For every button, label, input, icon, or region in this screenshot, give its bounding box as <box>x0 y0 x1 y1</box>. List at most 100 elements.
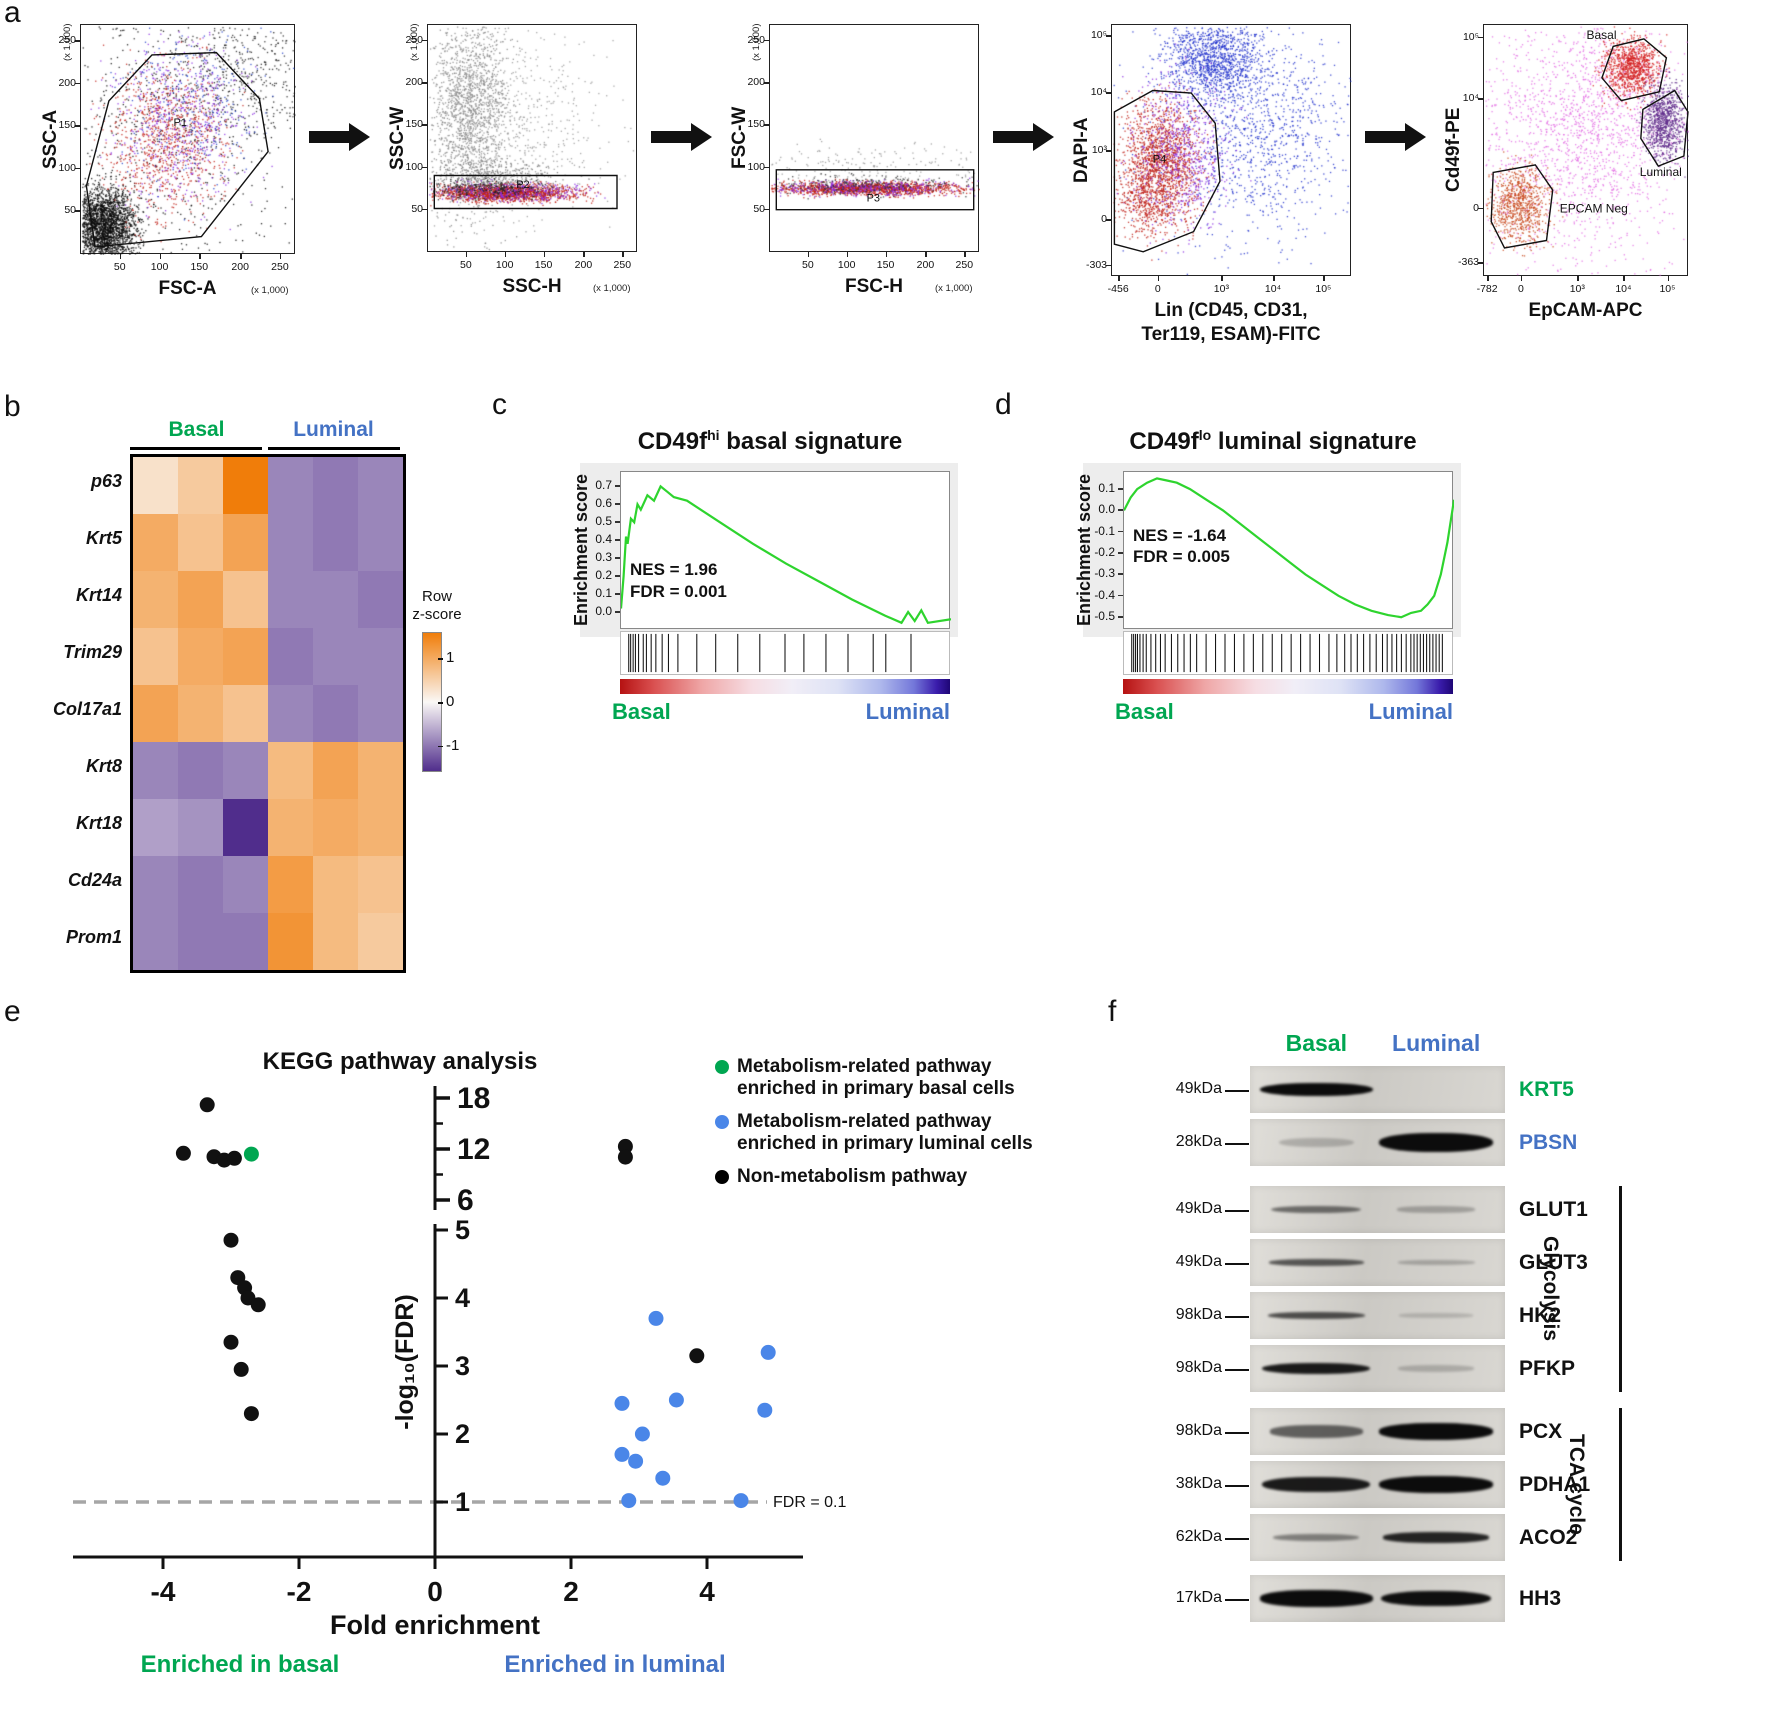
flow-arrow-icon <box>649 120 715 159</box>
x-tick-mark <box>1667 276 1669 281</box>
legend-text: Non-metabolism pathway <box>737 1166 967 1188</box>
legend-text-line: enriched in primary luminal cells <box>737 1133 1033 1155</box>
gene-label: Col17a1 <box>52 699 122 719</box>
panel-b-heatmap: Basal Luminal Row z-score p63 Krt5 Krt14 Tr… <box>30 418 500 993</box>
mw-label: 98kDa <box>1175 1358 1222 1376</box>
y-tick-mark <box>764 39 769 42</box>
gate-overlay: P2 <box>433 174 618 210</box>
heatmap-cell <box>223 799 268 856</box>
y-axis-label: FSC-W <box>729 106 750 170</box>
es-tick-label: 0.1 <box>1098 481 1115 496</box>
x-tick-mark <box>543 252 546 257</box>
y-tick-label: 10⁴ <box>1090 86 1107 99</box>
legend-text-line: Metabolism-related pathway <box>737 1056 992 1077</box>
blot-strip-pcx <box>1250 1408 1505 1455</box>
kegg-scatter-plot: FDR = 0.1-4 -2 0 2 41234561218-log₁₀(FDR)Fol… <box>73 1082 846 1678</box>
gate-overlay: P1 <box>85 51 269 248</box>
gate-overlay: P4 <box>1113 89 1221 253</box>
protein-band-basal <box>1262 1362 1371 1375</box>
y-tick-label: -303 <box>1085 258 1107 271</box>
enriched-luminal-label: Enriched in luminal <box>504 1651 725 1678</box>
flow-plot-ssc-h: P2 SSC-W (x 1,000) 250 200 150 100 50 50 100 150 20… <box>373 6 649 334</box>
es-tick-mark <box>615 593 620 595</box>
y-tick-label: 100 <box>747 160 765 173</box>
y-tick-mark <box>75 82 80 85</box>
es-tick-label: -0.2 <box>1094 545 1115 560</box>
group-label: TCA cycle <box>1565 1434 1588 1535</box>
panel-label-b: b <box>4 390 21 423</box>
y-tick-mark <box>1106 92 1111 94</box>
x-tick-label: -4 <box>151 1576 176 1607</box>
heatmap-cell <box>223 742 268 799</box>
x-tick-mark <box>199 254 201 259</box>
y-tick-mark <box>1106 35 1111 37</box>
heatmap-cell <box>313 856 358 913</box>
y-axis-label: Cd49f-PE <box>1443 107 1464 193</box>
pathway-data-point <box>614 1395 630 1411</box>
x-tick-label: 10³ <box>1213 283 1229 295</box>
plot-area: P1 <box>80 24 296 255</box>
protein-band-luminal <box>1383 1532 1490 1543</box>
scatter-canvas <box>428 25 638 253</box>
protein-band-luminal <box>1380 1590 1492 1607</box>
es-tick-mark <box>1118 616 1123 618</box>
x-tick-mark <box>119 254 122 259</box>
y-tick-mark <box>764 208 769 211</box>
legend-text-line: Non-metabolism pathway <box>737 1165 968 1187</box>
colorbar-tick-label: -1 <box>446 736 460 754</box>
mw-tick-mark <box>1225 1209 1249 1212</box>
y-tick-label: 3 <box>455 1351 470 1381</box>
y-tick-mark <box>1106 219 1111 221</box>
es-tick-mark <box>1118 509 1123 511</box>
legend-text: Metabolism-related pathway enriched in pr… <box>737 1056 1015 1101</box>
nes-value: NES = -1.64 <box>1133 525 1227 545</box>
mw-label: 49kDa <box>1175 1199 1222 1217</box>
panel-label-c: c <box>492 388 507 421</box>
gsea-title-rest: luminal signature <box>1211 428 1417 455</box>
gate-label: P3 <box>867 193 880 205</box>
mw-label: 49kDa <box>1175 1252 1222 1270</box>
es-tick-label: 0.3 <box>595 550 612 565</box>
x-axis-label: SSC-H <box>502 276 562 297</box>
group-label: Glycolysis <box>1539 1236 1562 1342</box>
heatmap-cell <box>313 799 358 856</box>
hit-barcode-box <box>1123 631 1453 675</box>
es-tick-label: 0.0 <box>595 604 612 619</box>
x-tick-label: 10⁴ <box>1615 283 1632 295</box>
x-tick-mark <box>885 252 888 257</box>
y-tick-label: 0 <box>1101 213 1107 226</box>
protein-band-basal <box>1278 1137 1354 1148</box>
x-tick-label: 50 <box>802 259 814 271</box>
gate-outline <box>1490 164 1554 249</box>
x-tick-mark <box>279 254 282 259</box>
luminal-header: Luminal <box>1392 1030 1481 1056</box>
x-axis-label: Lin (CD45, CD31, <box>1154 300 1308 321</box>
x-tick-label: 10⁵ <box>1659 283 1676 295</box>
y-tick-label: 50 <box>411 202 423 215</box>
gsea-title-main: CD49f <box>1129 428 1199 455</box>
heatmap-cell <box>178 457 223 514</box>
es-tick-mark <box>1118 552 1123 554</box>
x-tick-label: 0 <box>1518 283 1524 295</box>
x-tick-mark <box>1323 276 1325 281</box>
x-axis-unit: (x 1,000) <box>251 285 289 296</box>
y-tick-mark <box>422 82 427 84</box>
protein-band-basal <box>1262 1476 1371 1493</box>
y-tick-label: 50 <box>753 202 765 215</box>
mw-label: 98kDa <box>1175 1421 1222 1439</box>
x-tick-mark <box>1118 276 1120 281</box>
flow-plot-fsc-a: P1 SSC-A (x 1,000) 250 200 150 100 50 50 100 150 20… <box>26 6 307 336</box>
gene-label: Prom1 <box>65 927 122 947</box>
heatmap-cell <box>313 913 358 970</box>
protein-label: HH3 <box>1519 1586 1562 1610</box>
panel-label-d: d <box>995 388 1012 421</box>
gate-overlay: Basal Luminal EPCAM Neg <box>1490 28 1689 249</box>
blot-strip-hk2 <box>1250 1292 1505 1339</box>
gate-outline <box>1113 89 1221 253</box>
mw-label: 49kDa <box>1175 1079 1222 1097</box>
protein-band-basal <box>1273 1533 1360 1542</box>
x-tick-label: -2 <box>287 1576 312 1607</box>
protein-band-luminal <box>1399 1313 1473 1318</box>
gene-label: Krt5 <box>85 528 122 548</box>
y-tick-label: 2 <box>455 1419 470 1449</box>
